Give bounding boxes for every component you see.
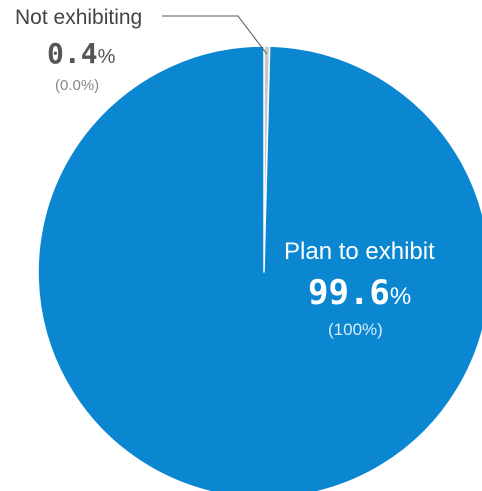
label-not-exhibiting-value: 0.4% <box>47 40 115 68</box>
leader-line-not-exhibiting <box>162 15 268 55</box>
label-not-exhibiting-secondary: (0.0%) <box>55 77 100 94</box>
value-not-exhibiting: 0.4 <box>47 37 98 70</box>
label-not-exhibiting-name: Not exhibiting <box>15 6 143 29</box>
label-plan-to-exhibit-value: 99.6% <box>308 276 411 310</box>
label-plan-to-exhibit-secondary: (100%) <box>328 320 383 339</box>
unit-not-exhibiting: % <box>97 46 116 68</box>
label-plan-to-exhibit-name: Plan to exhibit <box>284 238 435 265</box>
value-plan-to-exhibit: 99.6 <box>308 273 390 313</box>
pie-slice-plan-to-exhibit <box>37 45 482 491</box>
unit-plan-to-exhibit: % <box>389 283 412 310</box>
